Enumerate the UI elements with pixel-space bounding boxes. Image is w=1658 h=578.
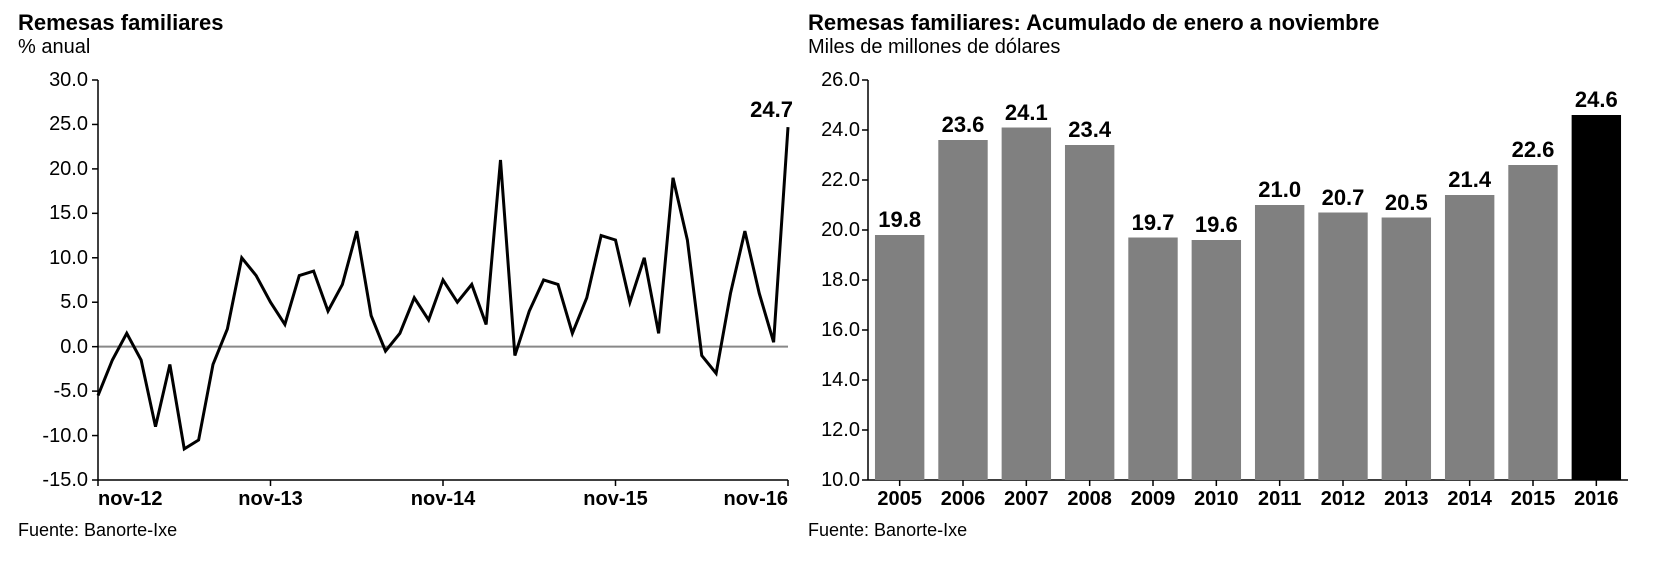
bar bbox=[875, 235, 924, 480]
bar-value-label: 24.6 bbox=[1565, 87, 1628, 113]
bar bbox=[1508, 165, 1557, 480]
left-xtick-label: nov-12 bbox=[98, 488, 218, 511]
left-ytick-label: 10.0 bbox=[18, 247, 88, 270]
left-ytick-label: 25.0 bbox=[18, 113, 88, 136]
bar bbox=[1445, 195, 1494, 480]
left-ytick-label: 15.0 bbox=[18, 202, 88, 225]
right-ytick-label: 16.0 bbox=[808, 319, 860, 342]
bar bbox=[1572, 115, 1621, 480]
bar bbox=[1255, 205, 1304, 480]
left-xtick-label: nov-13 bbox=[211, 488, 331, 511]
right-xtick-label: 2010 bbox=[1185, 488, 1248, 511]
left-ytick-label: -15.0 bbox=[18, 469, 88, 492]
right-chart-plot: 10.012.014.016.018.020.022.024.026.02005… bbox=[868, 80, 1628, 480]
right-xtick-label: 2011 bbox=[1248, 488, 1311, 511]
bar-value-label: 23.6 bbox=[931, 112, 994, 138]
right-xtick-label: 2005 bbox=[868, 488, 931, 511]
left-ytick-label: 20.0 bbox=[18, 158, 88, 181]
bar-value-label: 19.7 bbox=[1121, 210, 1184, 236]
bar-value-label: 21.4 bbox=[1438, 167, 1501, 193]
left-chart-source: Fuente: Banorte-Ixe bbox=[18, 520, 177, 541]
left-chart-plot: -15.0-10.0-5.00.05.010.015.020.025.030.0… bbox=[98, 80, 788, 480]
right-ytick-label: 22.0 bbox=[808, 169, 860, 192]
bar-value-label: 19.6 bbox=[1185, 212, 1248, 238]
right-chart-subtitle: Miles de millones de dólares bbox=[808, 36, 1060, 59]
bar-value-label: 20.7 bbox=[1311, 185, 1374, 211]
right-xtick-label: 2012 bbox=[1311, 488, 1374, 511]
bar bbox=[1002, 128, 1051, 481]
right-ytick-label: 20.0 bbox=[808, 219, 860, 242]
bar-value-label: 20.5 bbox=[1375, 190, 1438, 216]
right-chart: Remesas familiares: Acumulado de enero a… bbox=[808, 10, 1640, 550]
bar bbox=[938, 140, 987, 480]
left-chart-title: Remesas familiares bbox=[18, 10, 223, 36]
left-xtick-label: nov-16 bbox=[668, 488, 788, 511]
bar bbox=[1192, 240, 1241, 480]
right-xtick-label: 2013 bbox=[1375, 488, 1438, 511]
line-last-value-label: 24.7 bbox=[733, 97, 793, 123]
right-ytick-label: 24.0 bbox=[808, 119, 860, 142]
left-ytick-label: 5.0 bbox=[18, 291, 88, 314]
left-ytick-label: -10.0 bbox=[18, 425, 88, 448]
bar-value-label: 21.0 bbox=[1248, 177, 1311, 203]
bar-value-label: 23.4 bbox=[1058, 117, 1121, 143]
bar bbox=[1318, 213, 1367, 481]
line-series bbox=[98, 127, 788, 449]
right-ytick-label: 12.0 bbox=[808, 419, 860, 442]
right-chart-source: Fuente: Banorte-Ixe bbox=[808, 520, 967, 541]
bar-value-label: 24.1 bbox=[995, 100, 1058, 126]
left-chart-svg bbox=[98, 80, 788, 480]
left-ytick-label: 0.0 bbox=[18, 336, 88, 359]
right-xtick-label: 2014 bbox=[1438, 488, 1501, 511]
bar bbox=[1065, 145, 1114, 480]
right-chart-title: Remesas familiares: Acumulado de enero a… bbox=[808, 10, 1379, 36]
right-ytick-label: 18.0 bbox=[808, 269, 860, 292]
right-xtick-label: 2016 bbox=[1565, 488, 1628, 511]
right-xtick-label: 2006 bbox=[931, 488, 994, 511]
left-chart: Remesas familiares% anual-15.0-10.0-5.00… bbox=[18, 10, 790, 550]
right-ytick-label: 26.0 bbox=[808, 69, 860, 92]
right-ytick-label: 10.0 bbox=[808, 469, 860, 492]
right-ytick-label: 14.0 bbox=[808, 369, 860, 392]
left-ytick-label: 30.0 bbox=[18, 69, 88, 92]
bar-value-label: 19.8 bbox=[868, 207, 931, 233]
bar bbox=[1128, 238, 1177, 481]
right-xtick-label: 2008 bbox=[1058, 488, 1121, 511]
left-ytick-label: -5.0 bbox=[18, 380, 88, 403]
right-xtick-label: 2007 bbox=[995, 488, 1058, 511]
bar bbox=[1382, 218, 1431, 481]
bar-value-label: 22.6 bbox=[1501, 137, 1564, 163]
right-xtick-label: 2009 bbox=[1121, 488, 1184, 511]
left-chart-subtitle: % anual bbox=[18, 36, 90, 59]
right-xtick-label: 2015 bbox=[1501, 488, 1564, 511]
left-xtick-label: nov-14 bbox=[383, 488, 503, 511]
left-xtick-label: nov-15 bbox=[556, 488, 676, 511]
